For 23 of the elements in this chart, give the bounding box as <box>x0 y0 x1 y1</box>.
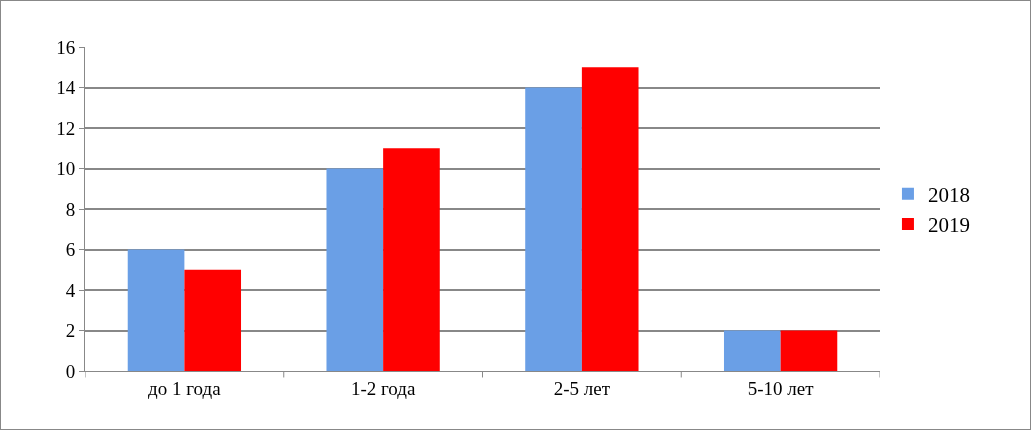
x-tick-label: 5-10 лет <box>747 377 815 399</box>
bar <box>184 269 242 371</box>
bar <box>127 249 185 371</box>
y-tick-label: 14 <box>56 77 76 99</box>
y-tick-label: 4 <box>65 279 76 301</box>
bar <box>383 148 440 371</box>
x-tick-label: 1-2 года <box>350 377 416 399</box>
y-tick-label: 16 <box>56 36 76 58</box>
y-tick-label: 12 <box>56 117 76 139</box>
bar <box>581 67 639 371</box>
y-tick-label: 8 <box>65 198 76 220</box>
x-tick-label: до 1 года <box>148 377 222 399</box>
y-tick-label: 10 <box>56 158 76 180</box>
x-tick-label: 2-5 лет <box>553 377 611 399</box>
legend-label: 2018 <box>927 182 970 207</box>
bar <box>326 168 384 371</box>
bar <box>723 330 781 371</box>
bar <box>525 87 582 371</box>
y-tick-label: 0 <box>65 360 76 382</box>
legend-label: 2019 <box>927 213 970 238</box>
bar <box>780 330 838 371</box>
y-tick-label: 6 <box>65 239 76 261</box>
y-tick-label: 2 <box>65 320 76 342</box>
